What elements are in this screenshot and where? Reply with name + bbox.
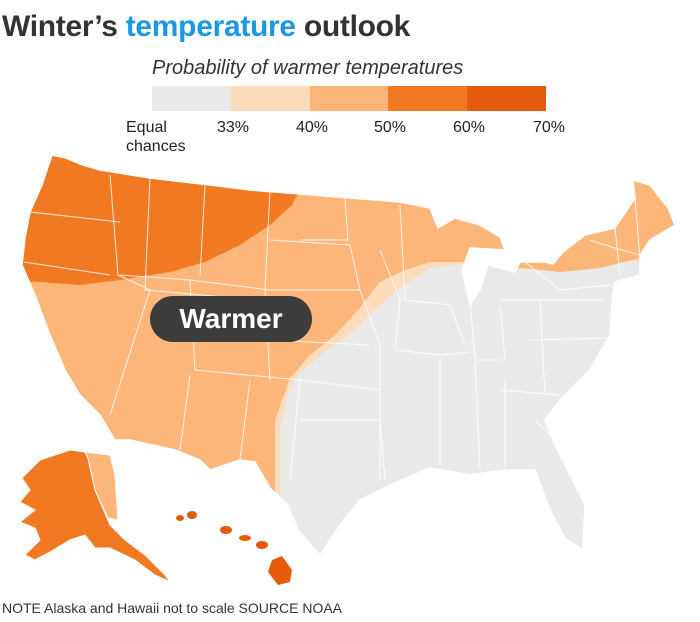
legend-swatch-60 [467,86,546,111]
legend-label-40: 40% [296,119,329,136]
legend-swatch-equal [152,86,231,111]
us-temperature-map [19,154,676,585]
hawaii [176,511,292,585]
legend-label-33: 33% [217,119,250,136]
title-highlight: temperature [125,10,296,43]
legend-swatch-33 [230,86,310,111]
title-part-2: outlook [295,10,411,43]
legend-swatch-50 [388,86,468,111]
legend-label-50: 50% [374,119,407,136]
title-part-1: Winter’s [2,10,126,43]
legend-label-70: 70% [533,119,566,136]
map-region-label: Warmer [150,296,312,342]
legend-swatch-40 [309,86,389,111]
state-borders [23,174,641,481]
legend-label-equal: Equal chances [126,119,186,155]
page-title: Winter’s temperature outlook [2,10,410,44]
footnote: NOTE Alaska and Hawaii not to scale SOUR… [2,600,343,616]
legend-label-60: 60% [453,119,486,136]
alaska-panhandle [84,451,119,521]
legend-color-bar [152,86,546,111]
legend-title: Probability of warmer temperatures [152,57,464,79]
us-outline [21,154,676,556]
